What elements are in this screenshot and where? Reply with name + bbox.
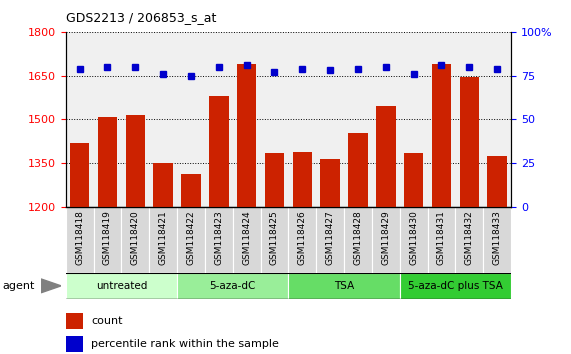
Text: GDS2213 / 206853_s_at: GDS2213 / 206853_s_at	[66, 11, 216, 24]
Text: GSM118433: GSM118433	[493, 210, 502, 265]
Text: GSM118428: GSM118428	[353, 210, 363, 265]
Polygon shape	[41, 279, 61, 293]
Bar	[233, 207, 260, 273]
Text: GSM118431: GSM118431	[437, 210, 446, 265]
Text: GSM118425: GSM118425	[270, 210, 279, 265]
Bar	[400, 273, 511, 299]
Text: GSM118426: GSM118426	[297, 210, 307, 265]
Bar	[372, 207, 400, 273]
Bar	[94, 207, 122, 273]
Text: percentile rank within the sample: percentile rank within the sample	[91, 339, 279, 349]
Bar	[428, 207, 456, 273]
Bar	[288, 273, 400, 299]
Bar	[400, 207, 428, 273]
Text: untreated: untreated	[96, 281, 147, 291]
Bar	[288, 207, 316, 273]
Bar	[66, 273, 177, 299]
Bar	[98, 116, 117, 354]
Text: GSM118418: GSM118418	[75, 210, 84, 265]
Text: GSM118432: GSM118432	[465, 210, 474, 265]
Text: 5-aza-dC: 5-aza-dC	[210, 281, 256, 291]
Bar	[456, 207, 483, 273]
Bar	[344, 207, 372, 273]
Bar	[483, 207, 511, 273]
Bar	[66, 336, 83, 352]
Bar	[66, 207, 94, 273]
Bar	[260, 207, 288, 273]
Text: GSM118430: GSM118430	[409, 210, 418, 265]
Bar	[432, 64, 451, 354]
Text: count: count	[91, 316, 123, 326]
Text: agent: agent	[3, 281, 35, 291]
Text: GSM118419: GSM118419	[103, 210, 112, 265]
Bar	[66, 313, 83, 329]
Text: GSM118427: GSM118427	[325, 210, 335, 265]
Bar	[488, 156, 507, 354]
Bar	[460, 77, 479, 354]
Text: GSM118423: GSM118423	[214, 210, 223, 265]
Text: GSM118424: GSM118424	[242, 210, 251, 265]
Text: GSM118422: GSM118422	[186, 210, 195, 265]
Bar	[149, 207, 177, 273]
Bar	[316, 207, 344, 273]
Bar	[376, 106, 396, 354]
Text: TSA: TSA	[334, 281, 354, 291]
Bar	[181, 173, 200, 354]
Text: GSM118420: GSM118420	[131, 210, 140, 265]
Bar	[177, 207, 205, 273]
Bar	[177, 273, 288, 299]
Bar	[205, 207, 233, 273]
Bar	[404, 153, 423, 354]
Bar	[122, 207, 149, 273]
Bar	[154, 163, 173, 354]
Bar	[348, 133, 368, 354]
Bar	[209, 96, 228, 354]
Bar	[320, 159, 340, 354]
Bar	[265, 153, 284, 354]
Text: 5-aza-dC plus TSA: 5-aza-dC plus TSA	[408, 281, 503, 291]
Text: GSM118421: GSM118421	[159, 210, 168, 265]
Bar	[292, 152, 312, 354]
Bar	[126, 115, 145, 354]
Text: GSM118429: GSM118429	[381, 210, 391, 265]
Bar	[70, 143, 89, 354]
Bar	[237, 64, 256, 354]
